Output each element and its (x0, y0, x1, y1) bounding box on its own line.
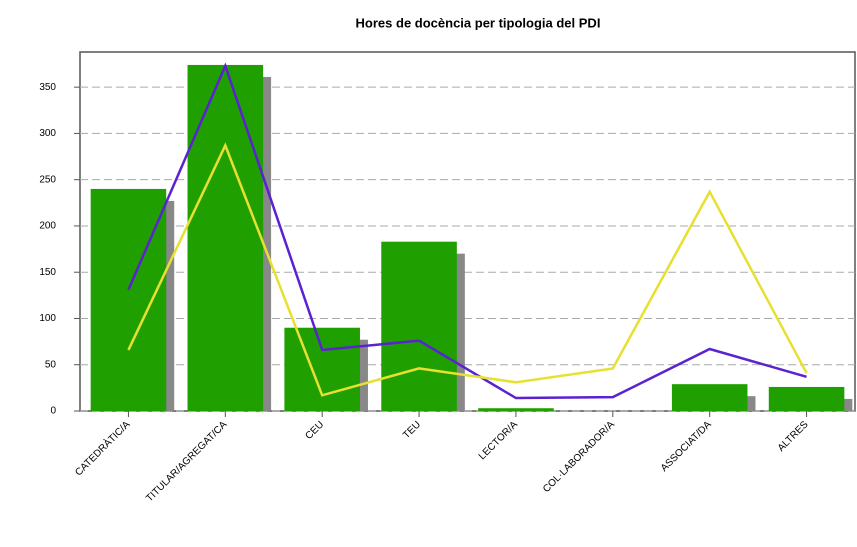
bar (671, 384, 748, 411)
y-tick-label: 150 (39, 267, 56, 278)
x-tick-label: ALTRES (776, 419, 811, 454)
bar (478, 408, 554, 411)
x-tick-label: TITULAR/AGREGAT/CA (144, 419, 229, 504)
line-series (127, 62, 807, 400)
y-tick-label: 300 (39, 128, 56, 139)
x-tick-label: COL·LABORADOR/A (541, 419, 617, 495)
bar (187, 64, 264, 411)
line-series (127, 142, 808, 397)
chart-title: Hores de docència per tipologia del PDI (356, 15, 601, 30)
x-tick-label: TEU (401, 419, 423, 441)
x-tick-label: CEU (303, 419, 326, 442)
x-tick-label: CATEDRÀTIC/A (72, 418, 133, 479)
x-tick-label: ASSOCIAT/DA (659, 419, 714, 474)
bar (768, 386, 845, 411)
bar (284, 327, 360, 411)
y-tick-label: 100 (39, 313, 56, 324)
bar (381, 241, 457, 411)
bar (90, 188, 167, 411)
x-tick-label: LECTOR/A (477, 419, 520, 462)
y-tick-label: 350 (39, 82, 56, 93)
y-tick-label: 50 (45, 359, 57, 370)
y-tick-label: 200 (39, 221, 56, 232)
y-tick-label: 0 (50, 406, 56, 417)
y-tick-label: 250 (39, 174, 56, 185)
